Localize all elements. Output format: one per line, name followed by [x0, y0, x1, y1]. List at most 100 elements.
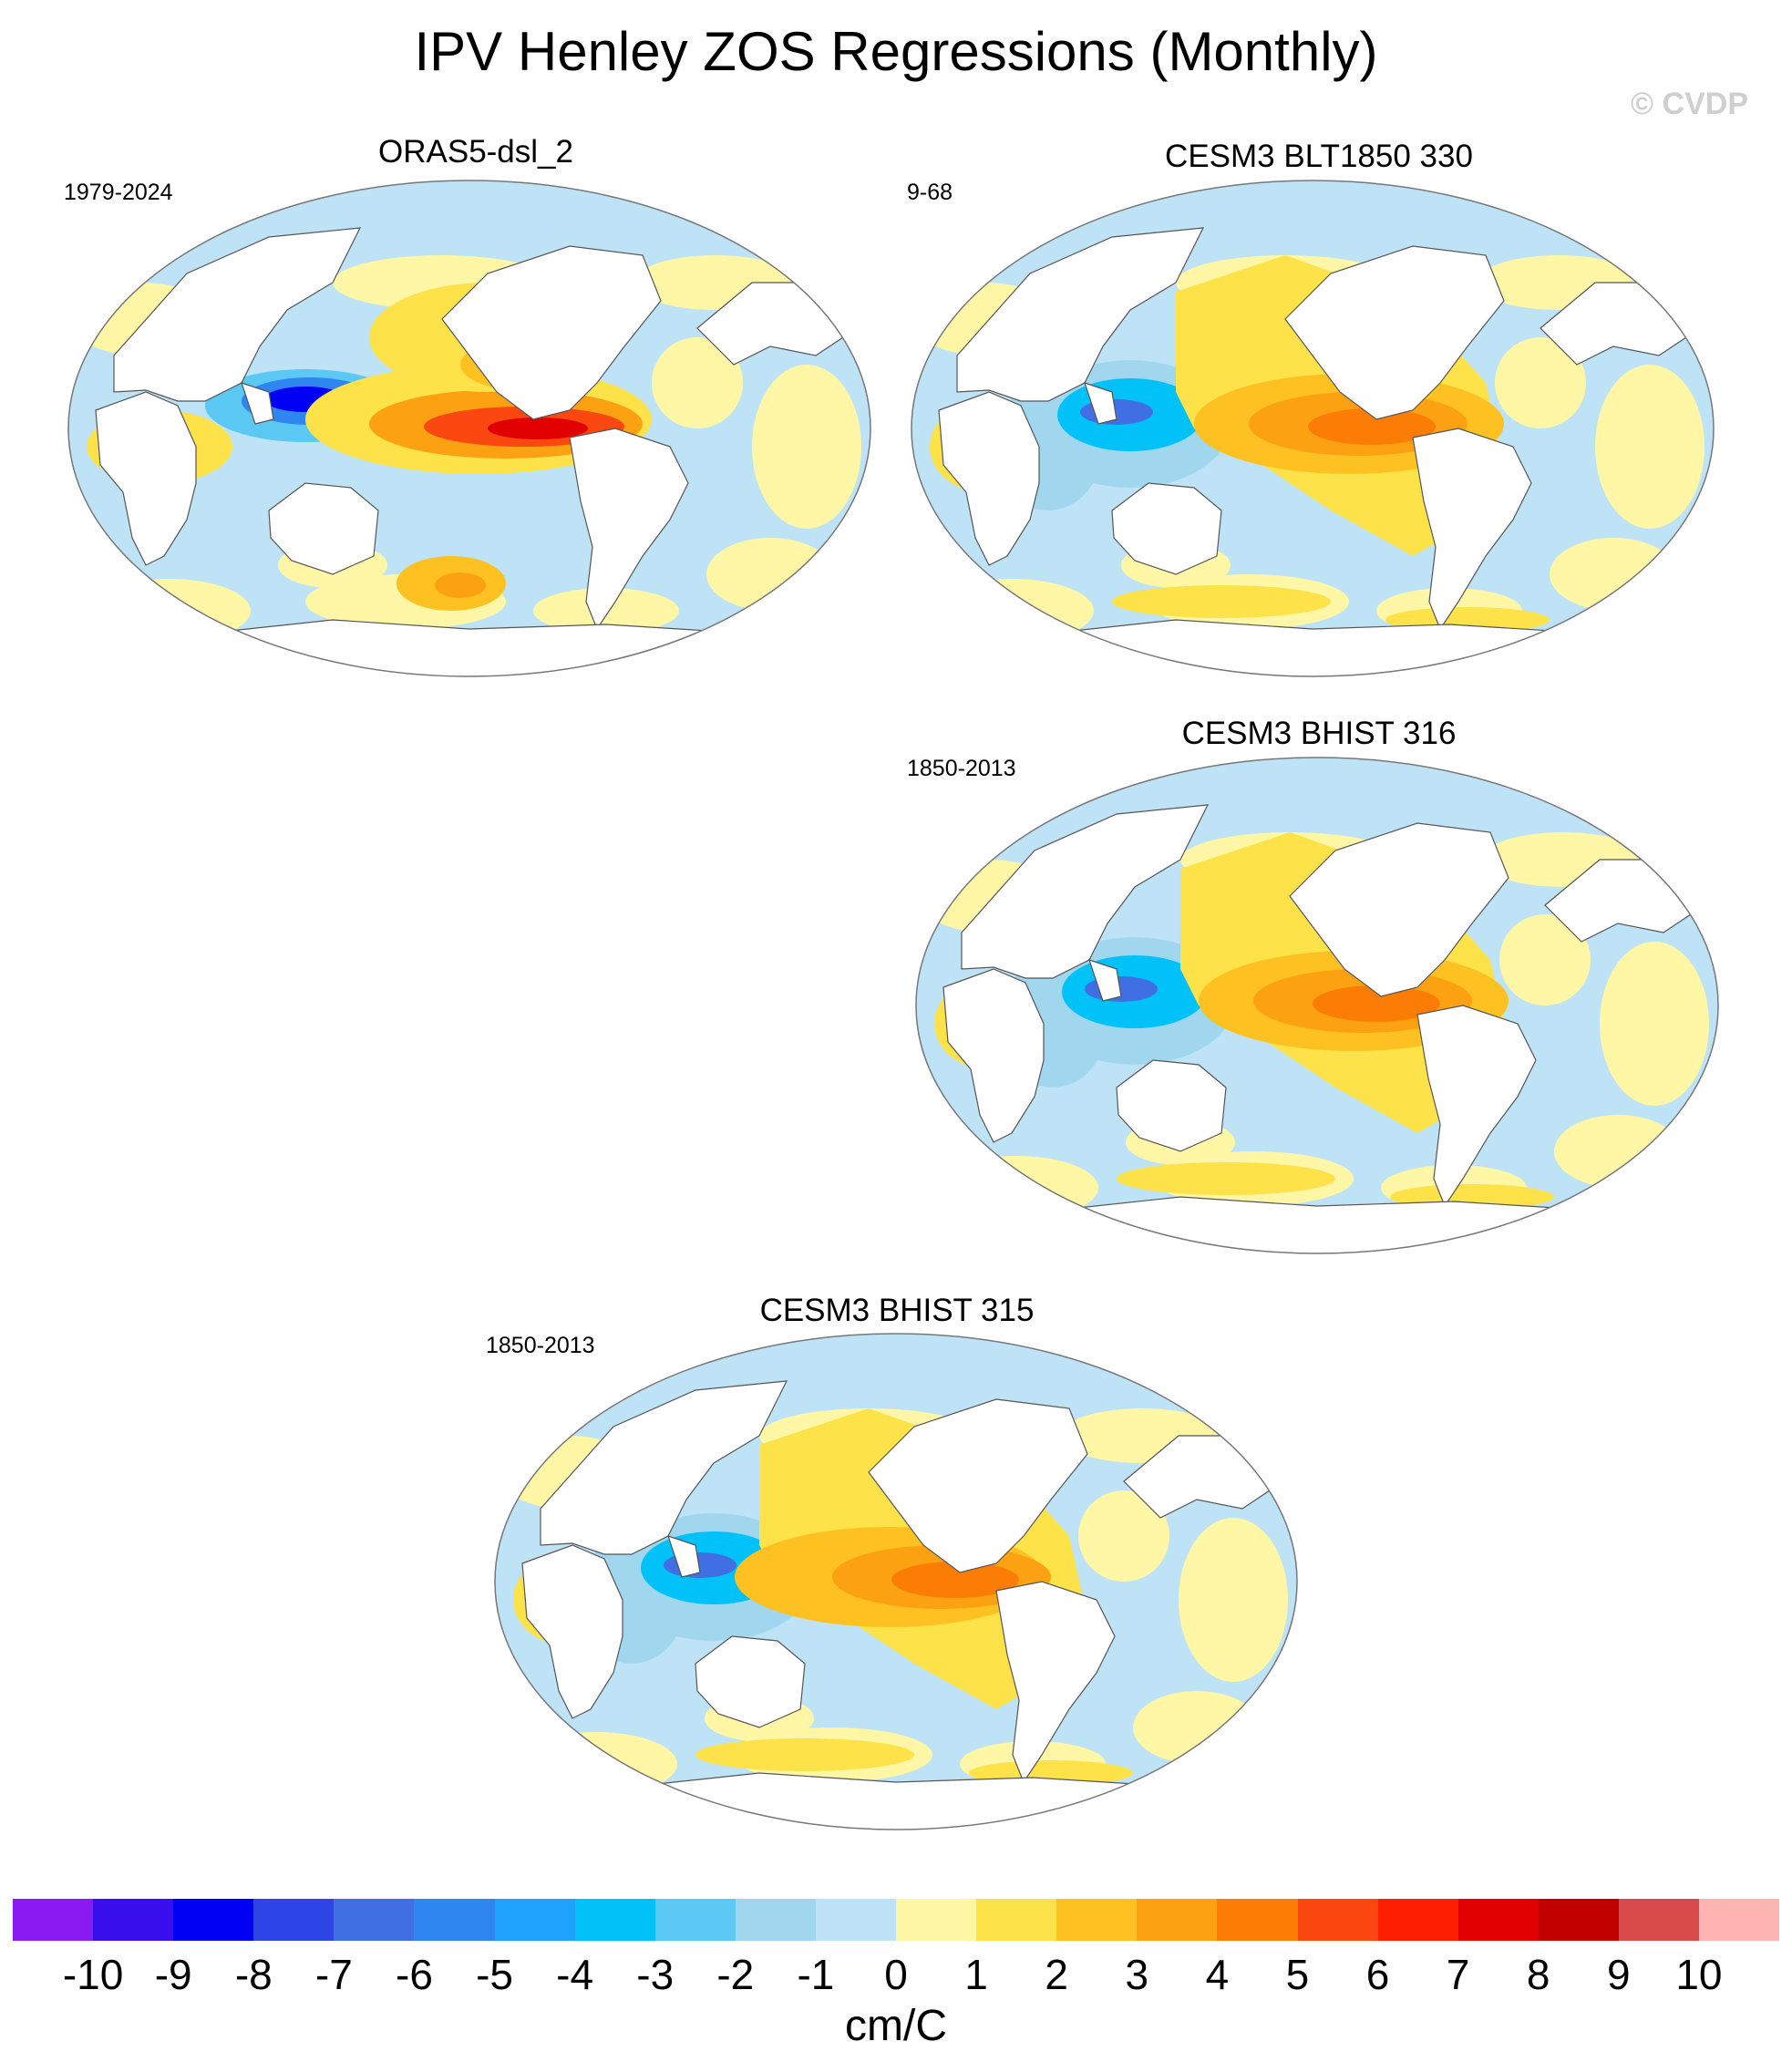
land-mass	[268, 482, 379, 575]
land-mass	[961, 804, 1210, 979]
land-mass	[942, 968, 1045, 1143]
colorbar-swatch	[414, 1899, 495, 1941]
colorbar-tick-label: -9	[154, 1951, 192, 1998]
panel-2-period: 9-68	[907, 180, 953, 205]
map-patch	[652, 337, 743, 428]
land-mass	[1416, 1005, 1537, 1208]
map-patch	[1600, 942, 1709, 1106]
map-patch	[706, 538, 834, 611]
figure-title: IPV Henley ZOS Regressions (Monthly)	[414, 21, 1378, 82]
land-mass	[1412, 428, 1532, 631]
colorbar-tick-label: 10	[1675, 1951, 1723, 1998]
land-mass	[938, 391, 1040, 566]
east-pacific-warm-core	[1308, 408, 1436, 445]
map-patch	[1554, 1115, 1682, 1188]
land-mass	[1123, 1435, 1271, 1519]
panel-3-period: 1850-2013	[907, 756, 1016, 781]
land-mass	[113, 227, 362, 402]
map-field	[68, 180, 870, 676]
southern-ocean-warm	[1117, 1162, 1335, 1195]
land-mass	[521, 1544, 623, 1719]
panel-4-map	[494, 1333, 1298, 1830]
land-mass	[868, 1398, 1088, 1573]
colorbar-swatch	[334, 1899, 415, 1941]
panel-3-title: CESM3 BHIST 316	[1181, 716, 1457, 751]
land-mass	[667, 1535, 701, 1578]
colorbar-tick-label: -3	[636, 1951, 675, 1998]
colorbar-swatch	[1457, 1899, 1539, 1941]
southern-ocean-warm	[1112, 585, 1331, 618]
colorbar-swatch	[976, 1899, 1057, 1941]
south-pacific-warm-core	[435, 572, 486, 598]
colorbar-swatch	[93, 1899, 174, 1941]
land-mass	[1284, 245, 1505, 420]
map-patch	[87, 579, 251, 643]
colorbar-tick-label: 0	[884, 1951, 908, 1998]
colorbar-tick-label: 7	[1446, 1951, 1470, 1998]
colorbar-swatch	[494, 1899, 575, 1941]
map-field	[495, 1334, 1297, 1830]
map-patch	[1495, 337, 1586, 428]
colorbar-swatch	[896, 1899, 977, 1941]
colorbar-swatch	[654, 1899, 736, 1941]
panel-4-period: 1850-2013	[486, 1333, 595, 1358]
panel-4-title: CESM3 BHIST 315	[759, 1293, 1035, 1328]
colorbar-swatch	[574, 1899, 655, 1941]
land-mass	[1116, 1059, 1227, 1152]
panel-2-title: CESM3 BLT1850 330	[1165, 139, 1473, 174]
land-mass	[540, 1380, 788, 1555]
colorbar-tick-label: 3	[1125, 1951, 1149, 1998]
map-frame	[915, 757, 1719, 1254]
colorbar-tick-label: -6	[396, 1951, 433, 1998]
southern-ocean-warm	[695, 1738, 914, 1771]
colorbar-labels: -10 -9 -8 -7 -6 -5 -4 -3 -2 -1 0 1 2 3 4 5 6 7 8 9 10	[0, 1949, 1792, 2004]
panel-1-map	[67, 180, 871, 677]
colorbar-swatch	[1137, 1899, 1218, 1941]
land-mass	[441, 245, 662, 420]
colorbar-unit: cm/C	[845, 2002, 947, 2050]
land-mass	[695, 1635, 806, 1728]
map-patch	[1078, 1490, 1169, 1582]
colorbar-tick-label: 9	[1607, 1951, 1631, 1998]
map-frame	[494, 1333, 1298, 1830]
land-mass	[1544, 859, 1692, 943]
colorbar-tick-label: -7	[314, 1951, 353, 1998]
colorbar-swatch	[1618, 1899, 1699, 1941]
colorbar-tick-label: -2	[716, 1951, 755, 1998]
colorbar-swatch	[1217, 1899, 1298, 1941]
map-patch	[1133, 1691, 1261, 1764]
map-patch	[1499, 914, 1591, 1005]
land-mass	[1540, 282, 1687, 366]
colorbar-tick-label: 6	[1365, 1951, 1390, 1998]
panel-2-map	[911, 180, 1715, 677]
map-frame	[67, 180, 871, 677]
colorbar-tick-label: -1	[797, 1951, 835, 1998]
land-mass	[1084, 382, 1117, 425]
map-patch	[1179, 1518, 1288, 1682]
land-mass	[241, 382, 274, 425]
panel-1-period: 1979-2024	[64, 180, 173, 205]
colorbar-swatch	[1698, 1899, 1780, 1941]
colorbar-tick-label: 4	[1205, 1951, 1230, 1998]
colorbar-tick-label: -5	[476, 1951, 513, 1998]
map-patch	[752, 365, 861, 529]
colorbar-tick-label: 8	[1526, 1951, 1550, 1998]
colorbar-swatch	[1538, 1899, 1619, 1941]
map-patch	[930, 579, 1094, 643]
colorbar-swatch	[13, 1899, 94, 1941]
land-mass	[696, 282, 844, 366]
land-mass	[1046, 619, 1597, 676]
colorbar-tick-label: 2	[1045, 1951, 1068, 1998]
east-pacific-warm-core	[1313, 985, 1440, 1022]
colorbar-tick-label: -4	[556, 1951, 594, 1998]
colorbar-tick-label: -10	[62, 1951, 124, 1998]
land-mass	[995, 1581, 1116, 1784]
colorbar-tick-label: -8	[234, 1951, 273, 1998]
colorbar-swatch	[735, 1899, 816, 1941]
land-mass	[203, 619, 754, 676]
colorbar-swatch	[253, 1899, 335, 1941]
map-patch	[513, 1732, 677, 1796]
map-field	[911, 180, 1714, 676]
map-field	[916, 758, 1718, 1253]
land-mass	[956, 227, 1205, 402]
